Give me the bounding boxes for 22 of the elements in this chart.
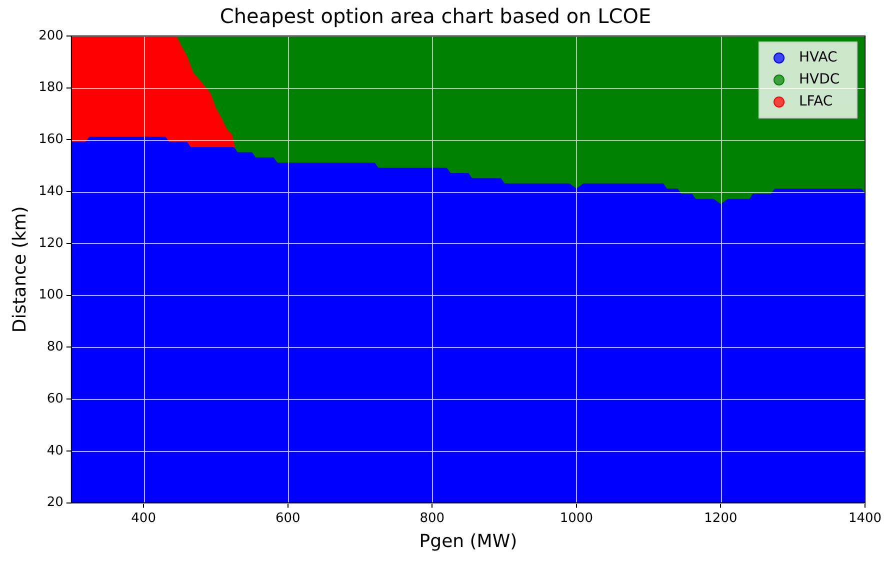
y-tick-label: 60 (46, 391, 64, 406)
legend-label: LFAC (799, 94, 833, 110)
y-tick-label: 180 (38, 80, 64, 96)
x-axis-title: Pgen (MW) (419, 530, 518, 552)
y-tick-label: 120 (38, 236, 64, 251)
y-tick-label: 100 (38, 288, 64, 303)
x-tick-label: 1400 (848, 510, 882, 526)
y-tick-label: 40 (46, 443, 64, 458)
x-tick-label: 1000 (560, 510, 593, 526)
legend-label: HVDC (799, 72, 840, 88)
legend-label: HVAC (799, 50, 838, 66)
chart-title: Cheapest option area chart based on LCOE (220, 4, 652, 28)
x-tick-label: 1200 (704, 510, 738, 526)
y-tick-label: 80 (46, 340, 64, 355)
y-axis-title: Distance (km) (9, 206, 30, 333)
x-tick-label: 600 (275, 510, 300, 526)
y-tick-label: 200 (38, 28, 64, 44)
y-tick-label: 20 (46, 495, 64, 510)
x-tick-label: 400 (131, 510, 156, 526)
x-tick-label: 800 (420, 510, 445, 526)
y-tick-label: 140 (38, 184, 64, 199)
y-tick-label: 160 (38, 132, 64, 148)
